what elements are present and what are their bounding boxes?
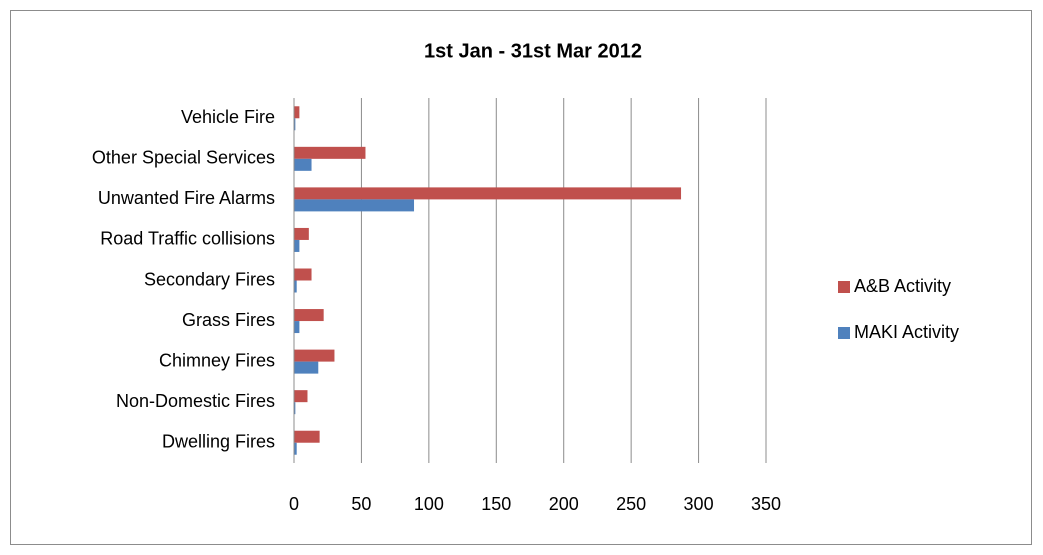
y-tick-label: Road Traffic collisions <box>100 229 275 249</box>
y-tick-label: Chimney Fires <box>159 350 275 370</box>
y-tick-label: Dwelling Fires <box>162 431 275 451</box>
bar <box>294 361 319 374</box>
bar <box>294 146 366 159</box>
bar <box>294 430 320 443</box>
y-tick-label: Vehicle Fire <box>181 107 275 127</box>
bar <box>294 187 682 200</box>
bar <box>294 442 297 455</box>
bar <box>294 106 300 119</box>
bar <box>294 390 308 403</box>
bar <box>294 199 415 212</box>
bar <box>294 321 300 334</box>
y-tick-label: Secondary Fires <box>144 269 275 289</box>
bar <box>294 309 324 322</box>
bar <box>294 118 296 131</box>
x-tick-label: 100 <box>414 494 444 514</box>
x-tick-label: 300 <box>684 494 714 514</box>
legend-swatch <box>838 327 850 339</box>
y-tick-label: Grass Fires <box>182 310 275 330</box>
chart-frame <box>10 10 1032 545</box>
y-tick-label: Unwanted Fire Alarms <box>98 188 275 208</box>
legend-swatch <box>838 281 850 293</box>
bar <box>294 227 309 240</box>
bar <box>294 402 296 415</box>
bar <box>294 349 335 362</box>
x-tick-label: 150 <box>481 494 511 514</box>
x-tick-label: 200 <box>549 494 579 514</box>
bar <box>294 239 300 252</box>
y-tick-label: Other Special Services <box>92 148 275 168</box>
x-tick-label: 0 <box>289 494 299 514</box>
x-tick-label: 350 <box>751 494 781 514</box>
x-tick-label: 50 <box>351 494 371 514</box>
x-tick-label: 250 <box>616 494 646 514</box>
bar <box>294 268 312 281</box>
chart-title: 1st Jan - 31st Mar 2012 <box>424 40 642 62</box>
y-tick-label: Non-Domestic Fires <box>116 391 275 411</box>
legend-label: A&B Activity <box>854 276 951 296</box>
legend-label: MAKI Activity <box>854 322 959 342</box>
bar <box>294 158 312 171</box>
bar <box>294 280 297 293</box>
